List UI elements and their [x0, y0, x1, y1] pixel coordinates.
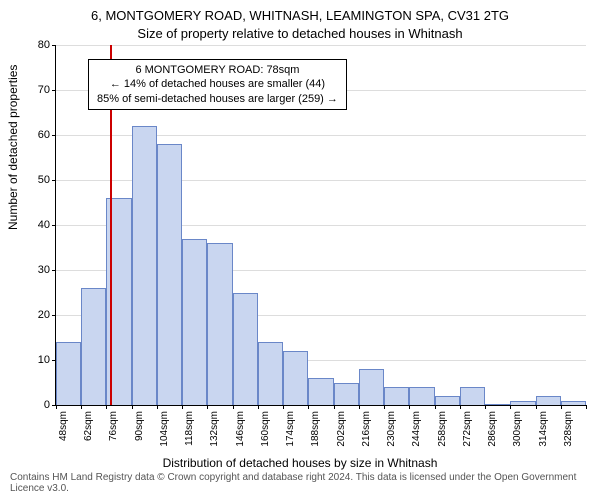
histogram-bar: [485, 404, 510, 405]
xtick-mark: [586, 405, 587, 409]
histogram-bar: [561, 401, 586, 406]
xtick-mark: [157, 405, 158, 409]
xtick-label: 216sqm: [361, 411, 372, 447]
annotation-line: ← 14% of detached houses are smaller (44…: [97, 77, 338, 91]
xtick-mark: [56, 405, 57, 409]
histogram-bar: [182, 239, 207, 406]
xtick-mark: [409, 405, 410, 409]
ytick-mark: [52, 180, 56, 181]
xtick-label: 76sqm: [108, 411, 119, 441]
xtick-label: 118sqm: [184, 411, 195, 446]
xtick-mark: [207, 405, 208, 409]
xtick-mark: [106, 405, 107, 409]
histogram-bar: [283, 351, 308, 405]
xtick-label: 272sqm: [462, 411, 473, 447]
ytick-label: 80: [38, 39, 50, 51]
histogram-bar: [536, 396, 561, 405]
ytick-mark: [52, 270, 56, 271]
ytick-label: 10: [38, 354, 50, 366]
xtick-label: 188sqm: [310, 411, 321, 447]
xtick-mark: [258, 405, 259, 409]
xtick-label: 48sqm: [58, 411, 69, 441]
histogram-bar: [384, 387, 409, 405]
xtick-label: 314sqm: [538, 411, 549, 447]
xtick-label: 286sqm: [487, 411, 498, 447]
histogram-bar: [132, 126, 157, 405]
xtick-label: 174sqm: [285, 411, 296, 447]
chart-title-main: 6, MONTGOMERY ROAD, WHITNASH, LEAMINGTON…: [0, 8, 600, 23]
xtick-label: 104sqm: [159, 411, 170, 447]
xtick-label: 328sqm: [563, 411, 574, 447]
xtick-mark: [510, 405, 511, 409]
xtick-mark: [308, 405, 309, 409]
xtick-label: 146sqm: [235, 411, 246, 447]
xtick-mark: [283, 405, 284, 409]
ytick-mark: [52, 315, 56, 316]
xtick-mark: [460, 405, 461, 409]
xtick-label: 244sqm: [411, 411, 422, 447]
ytick-mark: [52, 135, 56, 136]
ytick-label: 30: [38, 264, 50, 276]
ytick-mark: [52, 45, 56, 46]
xtick-label: 258sqm: [437, 411, 448, 447]
ytick-label: 50: [38, 174, 50, 186]
xtick-mark: [182, 405, 183, 409]
histogram-bar: [409, 387, 434, 405]
histogram-bar: [435, 396, 460, 405]
histogram-bar: [510, 401, 535, 406]
histogram-bar: [81, 288, 106, 405]
xtick-label: 202sqm: [336, 411, 347, 447]
xtick-mark: [435, 405, 436, 409]
xtick-mark: [359, 405, 360, 409]
xtick-label: 62sqm: [83, 411, 94, 441]
ytick-label: 40: [38, 219, 50, 231]
ytick-mark: [52, 225, 56, 226]
gridline: [56, 45, 586, 46]
histogram-bar: [258, 342, 283, 405]
histogram-bar: [233, 293, 258, 406]
annotation-line: 85% of semi-detached houses are larger (…: [97, 92, 338, 106]
ytick-mark: [52, 90, 56, 91]
histogram-bar: [207, 243, 232, 405]
xtick-label: 132sqm: [209, 411, 220, 447]
histogram-bar: [334, 383, 359, 406]
ytick-label: 0: [44, 399, 50, 411]
xtick-label: 300sqm: [512, 411, 523, 447]
xtick-mark: [485, 405, 486, 409]
footer-attribution: Contains HM Land Registry data © Crown c…: [10, 472, 600, 494]
histogram-bar: [308, 378, 333, 405]
xtick-mark: [81, 405, 82, 409]
xtick-mark: [384, 405, 385, 409]
annotation-line: 6 MONTGOMERY ROAD: 78sqm: [97, 63, 338, 77]
xtick-label: 90sqm: [134, 411, 145, 441]
chart-plot-area: 0102030405060708048sqm62sqm76sqm90sqm104…: [55, 45, 586, 406]
ytick-label: 60: [38, 129, 50, 141]
xtick-mark: [536, 405, 537, 409]
x-axis-label: Distribution of detached houses by size …: [0, 456, 600, 470]
histogram-bar: [157, 144, 182, 405]
histogram-bar: [359, 369, 384, 405]
annotation-box: 6 MONTGOMERY ROAD: 78sqm ← 14% of detach…: [88, 59, 347, 110]
histogram-bar: [56, 342, 81, 405]
xtick-label: 160sqm: [260, 411, 271, 447]
y-axis-label: Number of detached properties: [6, 65, 20, 230]
xtick-mark: [561, 405, 562, 409]
chart-title-sub: Size of property relative to detached ho…: [0, 26, 600, 41]
xtick-mark: [233, 405, 234, 409]
histogram-bar: [460, 387, 485, 405]
xtick-mark: [132, 405, 133, 409]
xtick-label: 230sqm: [386, 411, 397, 447]
ytick-label: 70: [38, 84, 50, 96]
xtick-mark: [334, 405, 335, 409]
ytick-label: 20: [38, 309, 50, 321]
